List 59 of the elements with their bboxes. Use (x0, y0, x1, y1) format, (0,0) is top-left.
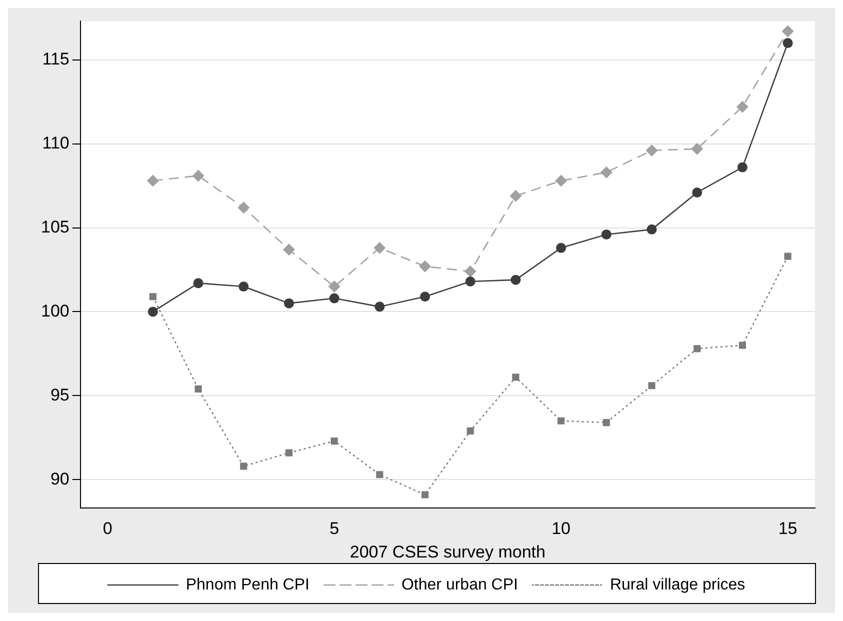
point (330, 437, 338, 445)
point (193, 278, 204, 288)
point (238, 282, 249, 292)
point (737, 162, 748, 172)
point (691, 142, 704, 155)
point (600, 166, 612, 178)
point (192, 170, 204, 182)
point (782, 38, 793, 48)
point (646, 144, 658, 157)
legend-label: Rural village prices (610, 576, 746, 594)
point (510, 190, 522, 202)
point (419, 260, 432, 272)
y-tick-label: 95 (50, 385, 70, 404)
legend-label: Other urban CPI (401, 576, 518, 594)
point (240, 462, 248, 470)
point (194, 385, 202, 393)
point (465, 276, 476, 286)
point (421, 491, 429, 498)
point (556, 242, 566, 253)
point (285, 449, 292, 456)
point (374, 242, 386, 254)
point (420, 292, 430, 302)
y-tick-label: 105 (40, 217, 70, 236)
y-tick-label: 115 (42, 50, 70, 69)
point (555, 174, 568, 187)
point (784, 252, 792, 260)
point (284, 298, 294, 308)
point (692, 187, 702, 198)
x-tick-label: 15 (778, 519, 798, 538)
point (648, 382, 656, 390)
point (510, 274, 521, 285)
point (738, 342, 746, 349)
x-tick-label: 0 (102, 519, 112, 538)
legend-label: Phnom Penh CPI (186, 576, 310, 594)
point (646, 224, 657, 234)
point (694, 345, 701, 352)
point (149, 293, 156, 300)
point (464, 265, 476, 278)
point (282, 244, 295, 256)
y-tick-label: 110 (42, 133, 70, 152)
point (328, 280, 340, 293)
point (374, 302, 385, 312)
y-tick-label: 100 (40, 301, 70, 320)
point (782, 25, 794, 38)
x-tick-label: 10 (552, 519, 571, 538)
point (238, 202, 250, 214)
point (558, 417, 565, 424)
point (376, 471, 384, 478)
point (146, 174, 159, 187)
point (148, 306, 158, 317)
x-axis-title: 2007 CSES survey month (350, 542, 546, 562)
point (466, 427, 474, 434)
y-tick-label: 90 (50, 469, 70, 488)
point (601, 229, 612, 240)
point (329, 293, 340, 304)
point (512, 374, 520, 381)
point (602, 419, 610, 426)
x-tick-label: 5 (330, 519, 340, 538)
point (736, 100, 748, 113)
